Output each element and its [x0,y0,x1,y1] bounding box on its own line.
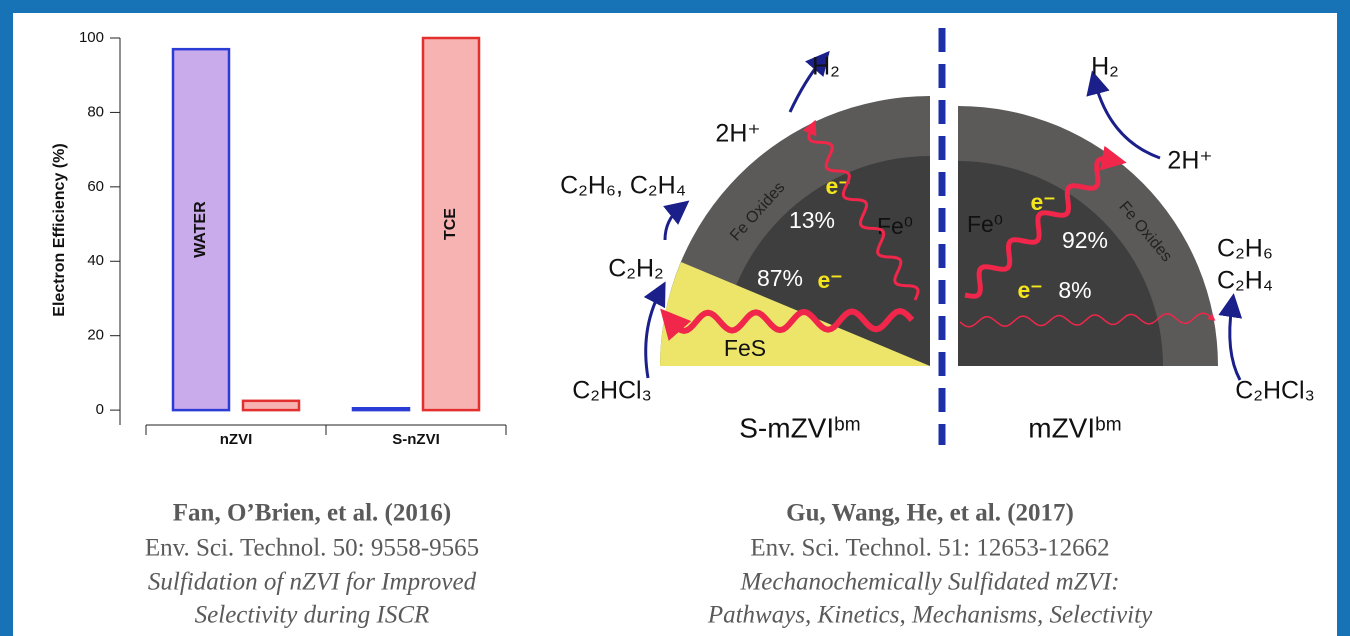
arrow [665,208,680,240]
label: C₂H₆, C₂H₄ [560,172,686,200]
citation-title: Sulfidation of nZVI for Improved [148,569,477,596]
y-tick-label: 80 [87,103,104,120]
x-tick-label: nZVI [220,431,253,448]
series-label: TCE [442,208,459,240]
label: 87% [757,265,803,291]
label: C₂H₆ [1217,235,1273,263]
label: e⁻ [818,267,843,293]
page: {"chart_data": {"type": "bar", "y_label"… [0,0,1350,636]
label: 2H⁺ [1167,147,1212,175]
series-label: WATER [192,201,209,258]
label: C₂H₄ [1217,267,1273,295]
bar [243,401,299,410]
label: H₂ [812,53,840,81]
citation-authors: Fan, O’Brien, et al. (2016) [173,500,451,527]
bar-chart: 0 20 40 60 80 100 Electron Efficiency (%) nZVI S… [51,29,506,448]
y-tick-label: 40 [87,252,104,269]
label: Fe⁰ [967,211,1003,237]
label: 2H⁺ [715,120,760,148]
arrow [646,292,660,378]
citation-journal: Env. Sci. Technol. 51: 12653-12662 [750,535,1109,562]
label: C₂H₂ [608,255,664,283]
label: mZVIᵇᵐ [1028,412,1122,443]
arrow [1230,305,1240,380]
label: H₂ [1091,53,1119,81]
citations: Fan, O’Brien, et al. (2016) Env. Sci. Te… [145,500,1153,629]
citation-authors: Gu, Wang, He, et al. (2017) [786,500,1074,527]
y-axis-title: Electron Efficiency (%) [51,143,68,316]
slide-content: H₂ 2H⁺ C₂H₆, C₂H₄ C₂H₂ C₂HCl₃ Fe Oxides … [0,0,1350,636]
citation-title: Mechanochemically Sulfidated mZVI: [739,569,1119,596]
label: 13% [789,207,835,233]
x-tick-label: S-nZVI [392,431,440,448]
y-tick-label: 60 [87,178,104,195]
label: FeS [724,335,766,361]
citation-journal: Env. Sci. Technol. 50: 9558-9565 [145,535,479,562]
label: 8% [1058,277,1091,303]
label: C₂HCl₃ [1235,377,1315,405]
label: e⁻ [1018,277,1043,303]
arrow [1095,82,1160,158]
label: S-mZVIᵇᵐ [739,412,861,443]
y-tick-label: 20 [87,327,104,344]
bar [353,408,409,410]
y-tick-label: 100 [79,29,104,46]
diagram-labels: H₂ 2H⁺ C₂H₆, C₂H₄ C₂H₂ C₂HCl₃ Fe Oxides … [560,53,1315,444]
citation-title: Selectivity during ISCR [195,602,430,629]
citation-title: Pathways, Kinetics, Mechanisms, Selectiv… [707,602,1153,629]
y-tick-label: 0 [96,401,104,418]
label: C₂HCl₃ [572,377,652,405]
label: 92% [1062,227,1108,253]
